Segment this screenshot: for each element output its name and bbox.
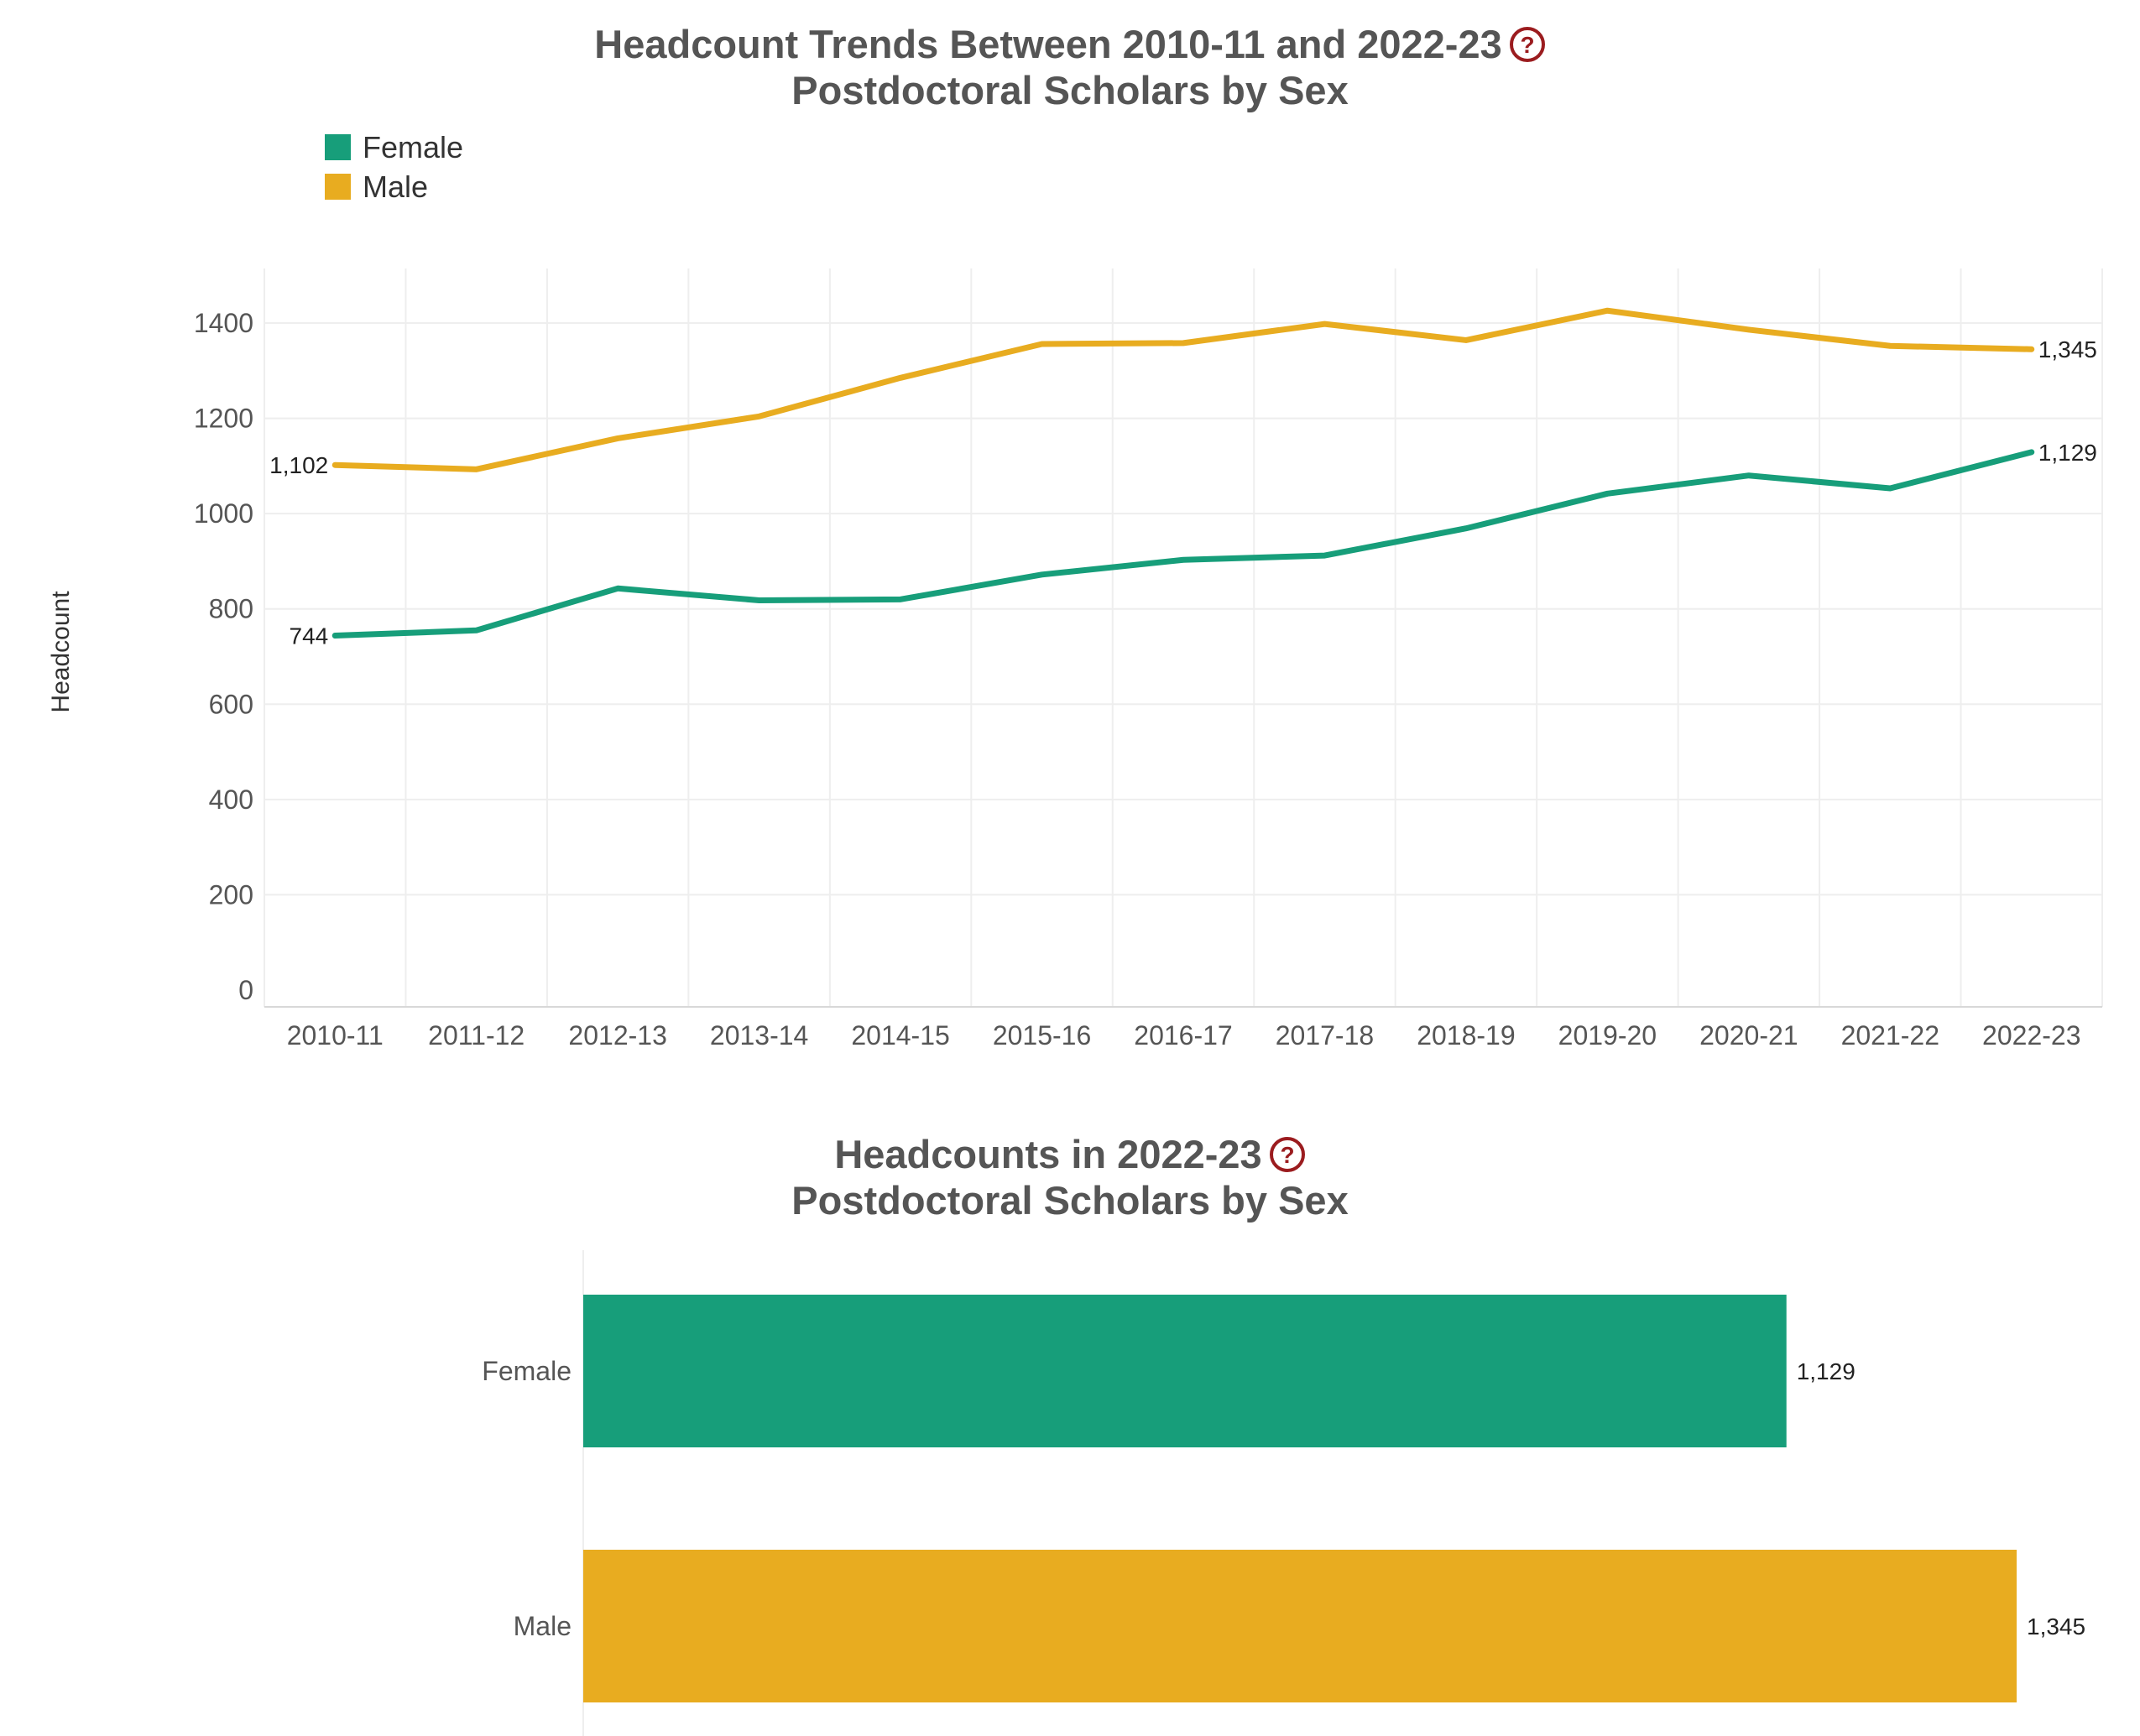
y-tick-label: 400: [209, 785, 253, 815]
x-tick-label: 2015-16: [993, 1020, 1091, 1050]
question-circle-icon[interactable]: ?: [1509, 26, 1546, 63]
x-tick-label: 2022-23: [1982, 1020, 2080, 1050]
bar-chart-title-line1: Headcounts in 2022-23: [834, 1132, 1262, 1176]
end-value-label-male: 1,345: [2038, 336, 2097, 362]
bar-female: [583, 1295, 1787, 1447]
y-tick-label: 200: [209, 879, 253, 910]
series-line-male: [331, 307, 2035, 472]
x-tick-label: 2018-19: [1417, 1020, 1515, 1050]
legend: Female Male: [325, 128, 463, 206]
line-chart-title: Headcount Trends Between 2010-11 and 202…: [0, 21, 2140, 113]
line-chart-title-line1: Headcount Trends Between 2010-11 and 202…: [594, 22, 1502, 66]
bar-chart-title-line2: Postdoctoral Scholars by Sex: [791, 1178, 1349, 1222]
line-chart-title-line2: Postdoctoral Scholars by Sex: [791, 68, 1349, 112]
question-circle-icon[interactable]: ?: [1269, 1136, 1306, 1173]
x-tick-label: 2021-22: [1841, 1020, 1939, 1050]
x-tick-label: 2010-11: [287, 1020, 384, 1050]
legend-swatch-male: [325, 174, 351, 200]
legend-swatch-female: [325, 134, 351, 160]
x-tick-label: 2017-18: [1276, 1020, 1374, 1050]
bar-category-label: Male: [514, 1611, 572, 1641]
y-tick-label: 1200: [194, 404, 253, 434]
legend-label-female: Female: [363, 129, 464, 164]
start-value-label-female: 744: [290, 623, 329, 649]
x-tick-label: 2012-13: [568, 1020, 666, 1050]
x-tick-label: 2019-20: [1558, 1020, 1657, 1050]
end-value-label-female: 1,129: [2038, 440, 2097, 466]
bar-chart: Female 1,129 Male 1,345: [482, 1250, 2085, 1736]
svg-text:?: ?: [1520, 32, 1534, 58]
bar-category-label: Female: [482, 1356, 572, 1386]
x-tick-label: 2013-14: [710, 1020, 808, 1050]
legend-item-male[interactable]: Male: [325, 167, 463, 206]
y-tick-label: 600: [209, 689, 253, 719]
bar-chart-title: Headcounts in 2022-23 ? Postdoctoral Sch…: [0, 1131, 2140, 1223]
line-chart: 0 200 400 600 800 1000 1200 1400 2010-11 2011-12 2…: [194, 268, 2103, 1050]
x-tick-label: 2016-17: [1134, 1020, 1232, 1050]
y-tick-label: 1400: [194, 308, 253, 338]
x-tick-label: 2020-21: [1699, 1020, 1798, 1050]
legend-label-male: Male: [363, 169, 429, 204]
svg-text:?: ?: [1280, 1142, 1294, 1168]
legend-item-female[interactable]: Female: [325, 128, 463, 167]
bar-value-label: 1,129: [1797, 1358, 1856, 1384]
y-tick-label: 0: [238, 975, 253, 1005]
bar-value-label: 1,345: [2027, 1613, 2085, 1640]
bar-male: [583, 1550, 2017, 1702]
x-tick-label: 2014-15: [851, 1020, 949, 1050]
start-value-label-male: 1,102: [269, 452, 328, 478]
x-tick-label: 2011-12: [428, 1020, 525, 1050]
y-tick-label: 800: [209, 594, 253, 624]
y-tick-label: 1000: [194, 498, 253, 529]
